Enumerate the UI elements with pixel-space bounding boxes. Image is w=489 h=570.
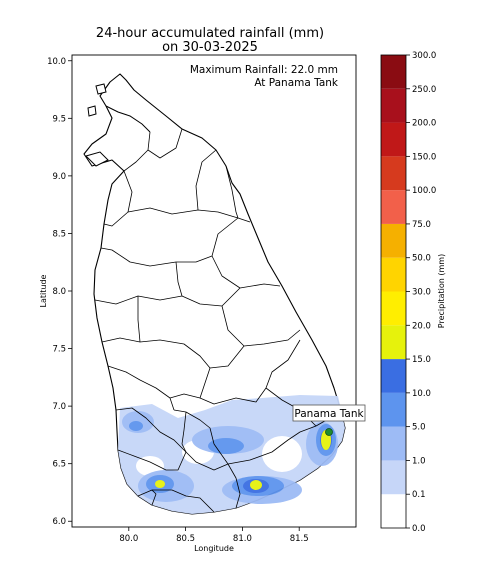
- y-tick-label: 10.0: [47, 57, 66, 67]
- northern-islet: [95, 83, 107, 95]
- colorbar-swatch: [381, 190, 406, 224]
- map-content: [83, 73, 346, 515]
- y-axis-label: Latitude: [39, 274, 48, 307]
- colorbar-tick-label: 300.0: [412, 51, 436, 61]
- rain-heavy-west: [129, 421, 143, 431]
- colorbar-tick-label: 30.0: [412, 288, 431, 298]
- colorbar-tick-label: 150.0: [412, 152, 436, 162]
- y-tick-label: 7.5: [52, 345, 66, 355]
- colorbar-tick-label: 10.0: [412, 389, 431, 399]
- x-tick-label: 80.0: [119, 534, 138, 544]
- x-axis-label: Longitude: [194, 544, 234, 553]
- x-axis-ticks: 80.0 80.5 81.0 81.5: [119, 527, 309, 544]
- y-axis-ticks: 10.0 9.5 9.0 8.5 8.0 7.5 7.0 6.5 6.0: [47, 57, 72, 527]
- colorbar-swatch: [381, 223, 406, 258]
- max-rainfall-annotation-line2: At Panama Tank: [254, 77, 339, 89]
- rain-heavy-south-central: [208, 438, 244, 454]
- colorbar-tick-label: 0.1: [412, 490, 426, 500]
- colorbar-tick-label: 50.0: [412, 254, 431, 264]
- station-label-box: Panama Tank: [292, 404, 366, 422]
- map-title-line2: on 30-03-2025: [162, 40, 258, 55]
- y-tick-label: 8.0: [52, 287, 66, 297]
- colorbar-swatch: [381, 325, 406, 360]
- precipitation-colorbar: 0.0 0.1 1.0 5.0 10.0 15.0 20.0 30.0 50.0 75.0 100.…: [380, 51, 446, 534]
- x-tick-label: 80.5: [176, 534, 195, 544]
- rain-yellow-south-coast: [250, 480, 262, 490]
- colorbar-tick-label: 20.0: [412, 321, 431, 331]
- y-tick-label: 9.5: [52, 114, 66, 124]
- colorbar-label: Precipitation (mm): [437, 254, 446, 328]
- x-tick-label: 81.5: [290, 534, 309, 544]
- district-boundaries: [94, 128, 331, 513]
- colorbar-swatch: [381, 156, 406, 191]
- colorbar-swatch: [381, 291, 406, 326]
- station-label: Panama Tank: [294, 408, 364, 420]
- map-axes: Panama Tank Maximum Rainfall: 22.0 mm At…: [39, 54, 366, 553]
- y-tick-label: 6.0: [52, 517, 66, 527]
- colorbar-swatch: [381, 88, 406, 123]
- y-tick-label: 6.5: [52, 460, 66, 470]
- y-tick-label: 8.5: [52, 229, 66, 239]
- western-islet: [87, 105, 97, 117]
- rain-yellow-southwest: [155, 480, 165, 488]
- colorbar-tick-label: 200.0: [412, 119, 436, 129]
- x-tick-label: 81.0: [233, 534, 252, 544]
- colorbar-swatches: [381, 55, 406, 528]
- colorbar-tick-label: 1.0: [412, 456, 426, 466]
- jaffna-lagoon-outline: [105, 105, 151, 133]
- colorbar-swatch: [381, 392, 406, 427]
- max-rainfall-station-marker: [325, 428, 333, 436]
- mannar-islet: [85, 151, 109, 167]
- colorbar-swatch: [381, 359, 406, 393]
- rainfall-shading: [118, 395, 345, 514]
- colorbar-tick-label: 15.0: [412, 355, 431, 365]
- colorbar-tick-label: 5.0: [412, 423, 426, 433]
- colorbar-swatch: [381, 257, 406, 292]
- colorbar-ticks: 0.0 0.1 1.0 5.0 10.0 15.0 20.0 30.0 50.0 75.0 100.…: [406, 51, 436, 534]
- max-rainfall-annotation-line1: Maximum Rainfall: 22.0 mm: [190, 64, 338, 76]
- colorbar-swatch: [381, 122, 406, 157]
- colorbar-tick-label: 0.0: [412, 524, 426, 534]
- colorbar-tick-label: 75.0: [412, 220, 431, 230]
- rain-dry-patch-east: [262, 436, 302, 472]
- colorbar-swatch: [381, 460, 406, 495]
- colorbar-tick-label: 250.0: [412, 85, 436, 95]
- colorbar-swatch: [381, 55, 406, 89]
- y-tick-label: 7.0: [52, 402, 66, 412]
- colorbar-swatch: [381, 494, 406, 528]
- colorbar-tick-label: 100.0: [412, 186, 436, 196]
- map-title-line1: 24-hour accumulated rainfall (mm): [96, 26, 324, 41]
- colorbar-swatch: [381, 426, 406, 461]
- y-tick-label: 9.0: [52, 172, 66, 182]
